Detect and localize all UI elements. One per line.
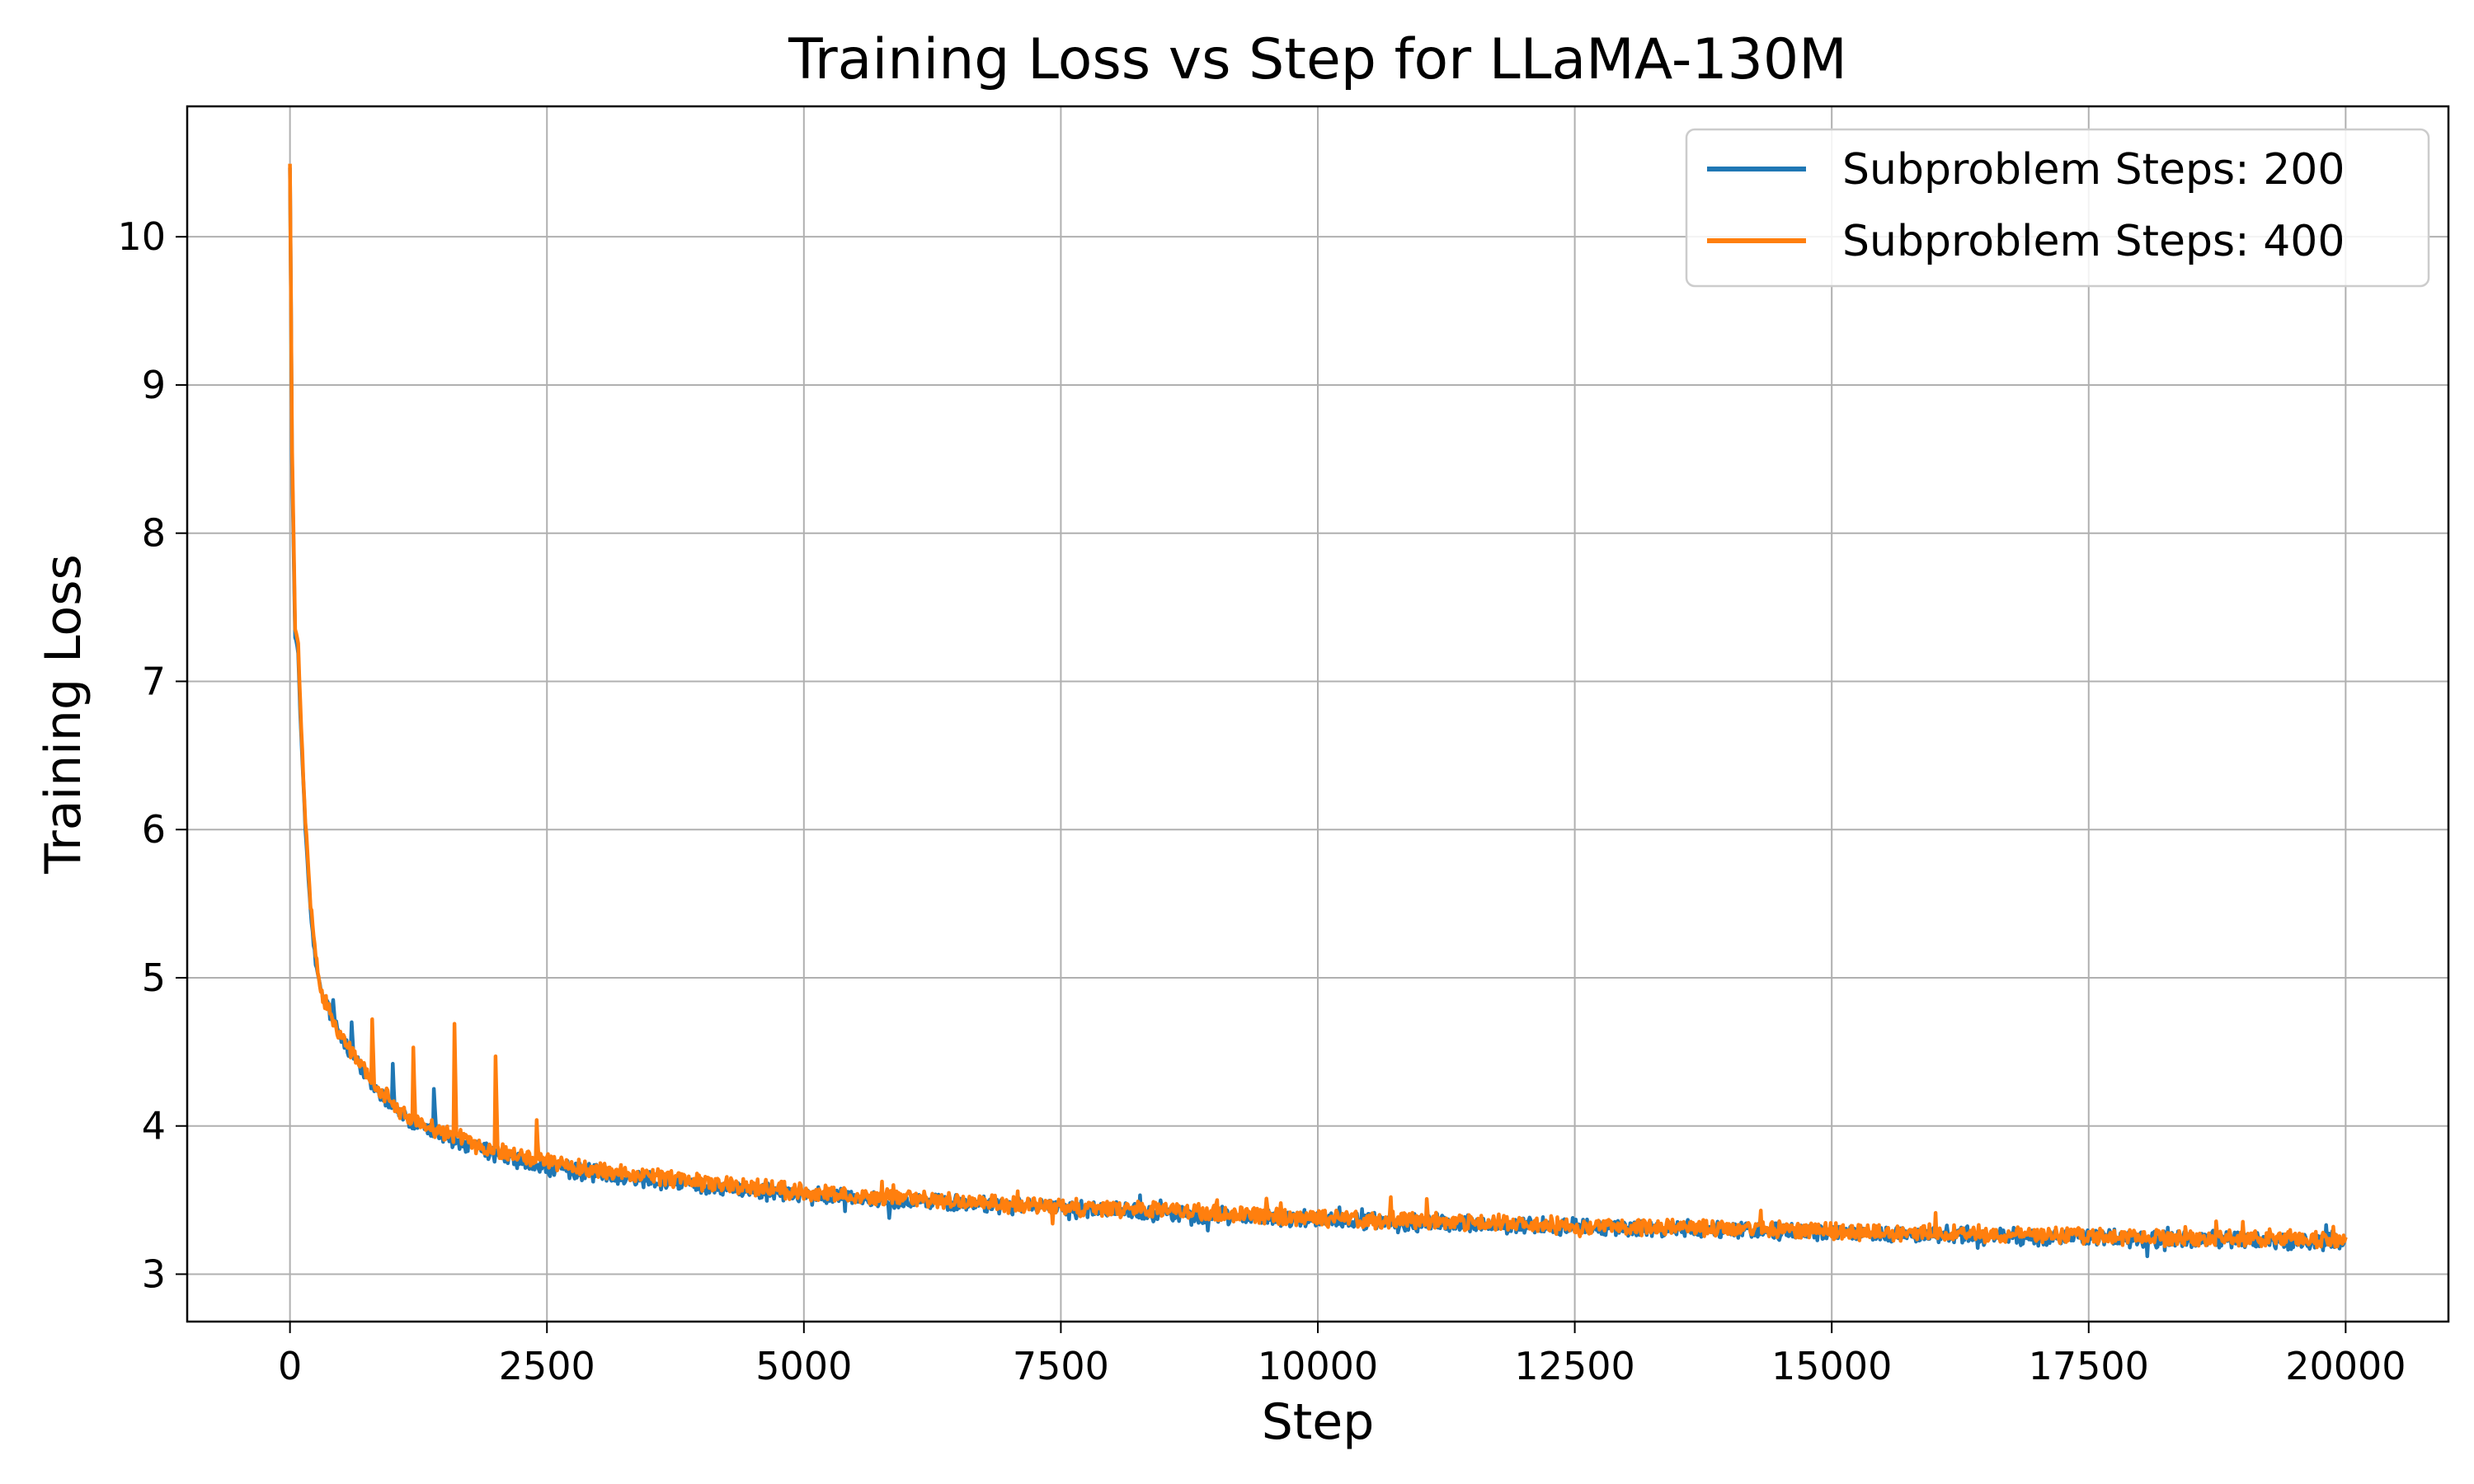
series-lines xyxy=(288,163,2348,1259)
y-tick-label: 8 xyxy=(142,511,166,556)
y-tick-label: 3 xyxy=(142,1252,166,1296)
x-tick-label: 15000 xyxy=(1771,1344,1892,1388)
legend-label-series-2: Subproblem Steps: 400 xyxy=(1842,217,2345,266)
y-tick-label: 9 xyxy=(142,363,166,407)
y-tick-label: 5 xyxy=(142,956,166,1000)
x-tick-label: 10000 xyxy=(1258,1344,1378,1388)
x-tick-label: 20000 xyxy=(2285,1344,2406,1388)
legend: Subproblem Steps: 200 Subproblem Steps: … xyxy=(1685,128,2430,288)
y-axis-label: Training Loss xyxy=(35,554,92,874)
x-tick-label: 17500 xyxy=(2029,1344,2149,1388)
x-tick-label: 7500 xyxy=(1013,1344,1109,1388)
y-tick-label: 4 xyxy=(142,1104,166,1148)
x-tick-label: 12500 xyxy=(1514,1344,1634,1388)
x-axis-label: Step xyxy=(1262,1393,1375,1451)
y-tick-label: 6 xyxy=(142,807,166,852)
legend-frame xyxy=(1685,128,2430,288)
x-tick-label: 0 xyxy=(278,1344,302,1388)
x-tick-label: 2500 xyxy=(499,1344,595,1388)
gridlines xyxy=(187,106,2448,1322)
x-tick-label: 5000 xyxy=(755,1344,852,1388)
y-tick-label: 7 xyxy=(142,659,166,703)
y-tick-label: 10 xyxy=(117,214,166,259)
chart-title: Training Loss vs Step for LLaMA-130M xyxy=(788,27,1847,92)
series-line-2 xyxy=(288,163,2348,1250)
axis-ticks: 0 2500 5000 7500 10000 12500 15000 17500 20000 3 4… xyxy=(117,214,2406,1388)
legend-label-series-1: Subproblem Steps: 200 xyxy=(1842,145,2345,195)
